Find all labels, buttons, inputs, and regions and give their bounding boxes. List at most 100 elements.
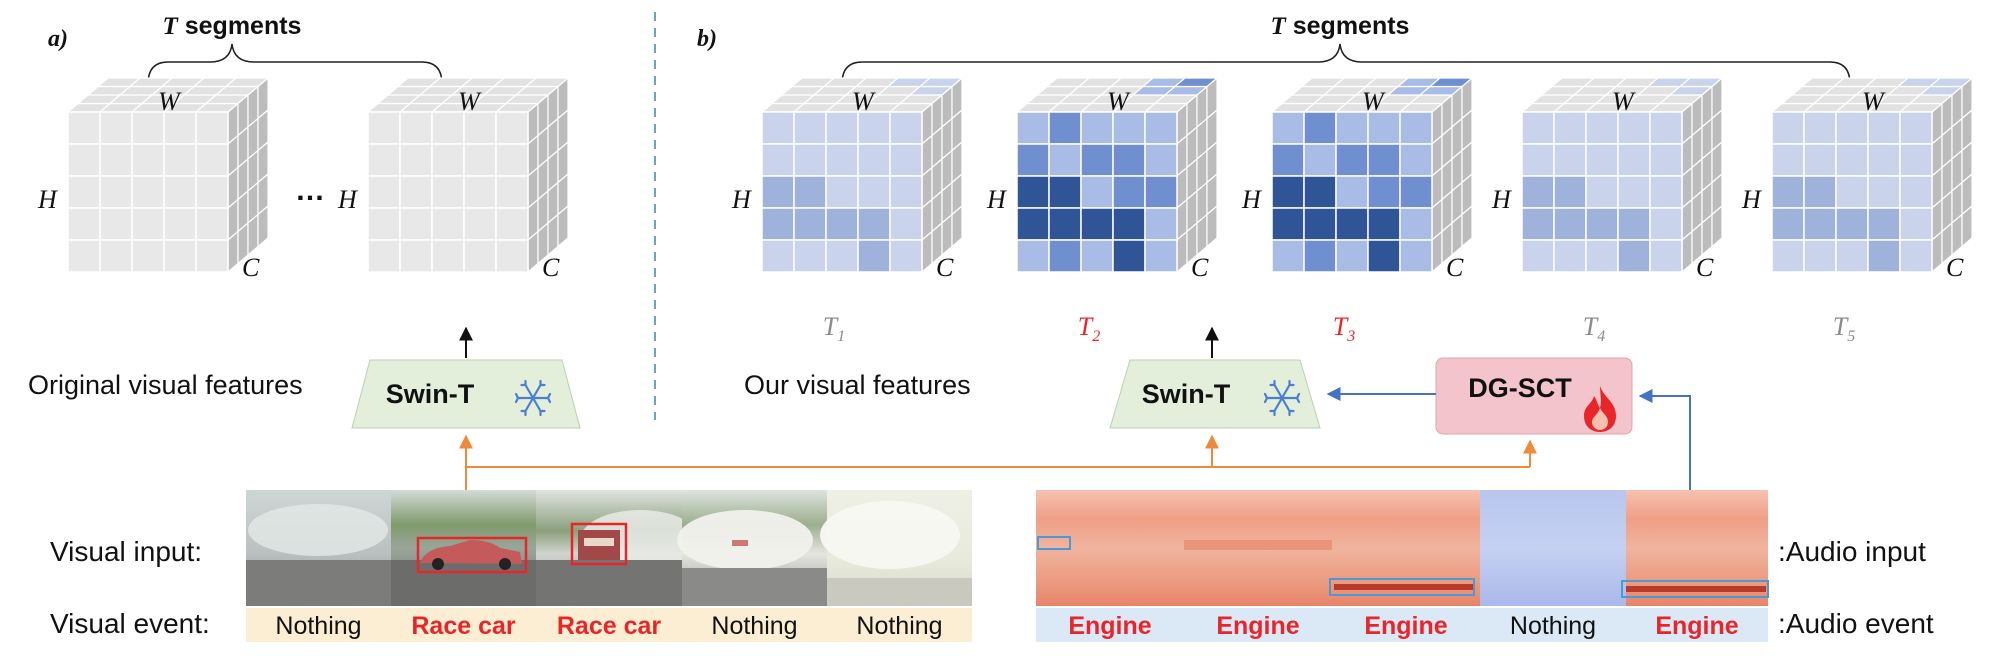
cube-front-face bbox=[1271, 111, 1433, 273]
event-cell-4: Nothing bbox=[682, 608, 827, 642]
panel-a-segments-title: T segments bbox=[163, 12, 302, 40]
cube-width-label: W bbox=[1362, 87, 1386, 116]
cube-height-label: H bbox=[337, 185, 358, 214]
snowflake-icon bbox=[514, 379, 552, 417]
cube-side-face bbox=[921, 76, 963, 274]
visual-event-strip: Nothing Race car Race car Nothing Nothing bbox=[246, 608, 972, 642]
blue-audio-connectors bbox=[1326, 387, 1691, 490]
segments-ellipsis: … bbox=[295, 174, 325, 207]
spectrogram-1 bbox=[1036, 490, 1184, 606]
event-label: Race car bbox=[411, 612, 516, 640]
snowflake-icon bbox=[1263, 379, 1301, 417]
cube-front-face bbox=[367, 111, 529, 273]
cube-channel-label: C bbox=[1191, 253, 1209, 282]
cube-top-face bbox=[1270, 77, 1474, 113]
event-cell-1: Engine bbox=[1036, 608, 1184, 642]
cube-top-face bbox=[760, 77, 964, 113]
segment-label-2: T2 bbox=[1078, 312, 1100, 345]
cube-height-label: H bbox=[1741, 185, 1762, 214]
video-frame-2 bbox=[391, 490, 536, 606]
panel-b-segments-title: T segments bbox=[1271, 12, 1410, 40]
event-label: Engine bbox=[1068, 612, 1151, 640]
dg-sct-label: DG-SCT bbox=[1468, 373, 1572, 403]
cube-front-face bbox=[67, 111, 229, 273]
event-cell-2: Race car bbox=[391, 608, 536, 642]
cube-top-face bbox=[1770, 77, 1974, 113]
panel-a-swin-label: Swin-T bbox=[386, 379, 475, 409]
our-feature-cube-3: W H C bbox=[1241, 76, 1474, 282]
event-cell-2: Engine bbox=[1184, 608, 1332, 642]
cube-width-label: W bbox=[1612, 87, 1636, 116]
race-car-box bbox=[416, 536, 528, 574]
segment-label-4: T4 bbox=[1583, 312, 1605, 345]
our-features-label: Our visual features bbox=[744, 370, 971, 400]
cube-height-label: H bbox=[37, 185, 58, 214]
visual-input-frames bbox=[246, 490, 972, 606]
cube-top-face bbox=[366, 77, 570, 113]
visual-event-label: Visual event: bbox=[50, 608, 210, 639]
cube-width-label: W bbox=[1107, 87, 1131, 116]
our-feature-cubes: W H C W H C W H C W H C W H C bbox=[731, 76, 1974, 282]
video-frame-5 bbox=[820, 490, 972, 606]
cube-channel-label: C bbox=[1946, 253, 1964, 282]
video-frame-1 bbox=[246, 490, 391, 606]
audio-input-spectrograms bbox=[1036, 490, 1769, 606]
panel-a-swin-encoder: Swin-T bbox=[351, 359, 581, 429]
event-label: Nothing bbox=[275, 612, 361, 640]
dg-sct-adapter: DG-SCT bbox=[1435, 357, 1633, 435]
our-feature-cube-4: W H C bbox=[1491, 76, 1724, 282]
our-feature-cube-5: W H C bbox=[1741, 76, 1974, 282]
event-cell-4: Nothing bbox=[1480, 608, 1626, 642]
panel-a-segments-brace bbox=[147, 43, 443, 85]
cube-front-face bbox=[1771, 111, 1933, 273]
cube-channel-label: C bbox=[1446, 253, 1464, 282]
cube-height-label: H bbox=[1491, 185, 1512, 214]
event-label: Engine bbox=[1655, 612, 1738, 640]
audio-event-box bbox=[1621, 580, 1769, 598]
cube-top-face bbox=[1520, 77, 1724, 113]
event-cell-3: Race car bbox=[536, 608, 682, 642]
event-label: Engine bbox=[1364, 612, 1447, 640]
original-feature-cubes: W H C W H C bbox=[37, 76, 570, 282]
audio-event-box bbox=[1037, 536, 1071, 550]
race-car-box bbox=[570, 522, 628, 566]
spectrogram-5 bbox=[1621, 490, 1769, 606]
cube-front-face bbox=[1016, 111, 1178, 273]
orange-input-connectors bbox=[459, 434, 1537, 490]
cube-channel-label: C bbox=[936, 253, 954, 282]
cube-channel-label: C bbox=[1696, 253, 1714, 282]
segment-label-1: T1 bbox=[823, 312, 845, 345]
panel-b-swin-encoder: Swin-T bbox=[1109, 359, 1321, 429]
cube-side-face bbox=[1681, 76, 1723, 274]
our-feature-cube-2: W H C bbox=[986, 76, 1219, 282]
cube-top-face bbox=[66, 77, 270, 113]
cube-top-face bbox=[1015, 77, 1219, 113]
cube-front-face bbox=[761, 111, 923, 273]
event-cell-1: Nothing bbox=[246, 608, 391, 642]
event-cell-3: Engine bbox=[1332, 608, 1480, 642]
event-cell-5: Engine bbox=[1626, 608, 1768, 642]
audio-event-strip: Engine Engine Engine Nothing Engine bbox=[1036, 608, 1768, 642]
original-feature-cube-2: W H C bbox=[337, 76, 570, 282]
event-label: Race car bbox=[557, 612, 662, 640]
original-features-label: Original visual features bbox=[28, 370, 303, 400]
cube-width-label: W bbox=[852, 87, 876, 116]
cube-width-label: W bbox=[458, 87, 482, 116]
cube-width-label: W bbox=[1862, 87, 1886, 116]
audio-event-label: :Audio event bbox=[1778, 608, 1934, 639]
event-cell-5: Nothing bbox=[827, 608, 972, 642]
segment-label-5: T5 bbox=[1833, 312, 1855, 345]
our-feature-cube-1: W H C bbox=[731, 76, 964, 282]
panel-a-label: a) bbox=[48, 26, 68, 52]
fire-icon bbox=[1584, 386, 1616, 432]
event-label: Engine bbox=[1216, 612, 1299, 640]
cube-front-face bbox=[1521, 111, 1683, 273]
event-label: Nothing bbox=[856, 612, 942, 640]
segment-label-3: T3 bbox=[1333, 312, 1355, 345]
audio-input-label: :Audio input bbox=[1778, 536, 1926, 567]
audio-event-box bbox=[1329, 578, 1475, 596]
cube-height-label: H bbox=[1241, 185, 1262, 214]
cube-width-label: W bbox=[158, 87, 182, 116]
video-frame-4 bbox=[677, 490, 827, 606]
